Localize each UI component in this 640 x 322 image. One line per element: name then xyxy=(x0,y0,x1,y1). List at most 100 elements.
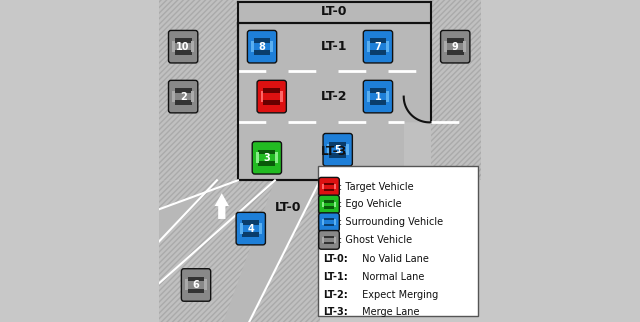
Text: LT-2: LT-2 xyxy=(321,90,348,103)
Polygon shape xyxy=(431,0,481,122)
Bar xyxy=(367,41,370,52)
Text: : Ghost Vehicle: : Ghost Vehicle xyxy=(339,235,412,245)
Text: LT-2:: LT-2: xyxy=(323,289,348,300)
Bar xyxy=(191,41,195,52)
FancyBboxPatch shape xyxy=(168,31,198,63)
Text: 9: 9 xyxy=(452,42,459,52)
Text: Normal Lane: Normal Lane xyxy=(358,272,424,282)
Polygon shape xyxy=(404,122,431,180)
Text: LT-0:: LT-0: xyxy=(323,254,348,264)
Bar xyxy=(238,0,431,180)
Bar xyxy=(175,89,191,93)
Bar xyxy=(369,39,387,43)
Polygon shape xyxy=(159,180,238,322)
Text: 7: 7 xyxy=(374,42,381,52)
Bar xyxy=(259,161,275,166)
Bar xyxy=(263,100,280,105)
Bar xyxy=(329,153,346,158)
Bar xyxy=(323,220,324,225)
Text: : Ego Vehicle: : Ego Vehicle xyxy=(339,199,402,210)
Bar xyxy=(318,166,478,316)
Bar xyxy=(447,39,464,43)
Bar xyxy=(386,41,389,52)
Text: 5: 5 xyxy=(334,145,341,155)
Polygon shape xyxy=(159,0,238,180)
Polygon shape xyxy=(159,180,275,322)
FancyBboxPatch shape xyxy=(319,177,339,196)
Bar xyxy=(334,184,336,189)
Bar xyxy=(323,184,324,189)
Bar xyxy=(324,242,335,244)
Polygon shape xyxy=(214,193,229,219)
Bar xyxy=(324,183,335,185)
Bar xyxy=(324,188,335,191)
Text: 2: 2 xyxy=(180,91,186,102)
Text: LT-1: LT-1 xyxy=(321,40,348,53)
Bar xyxy=(259,223,262,234)
FancyBboxPatch shape xyxy=(440,31,470,63)
Bar xyxy=(175,39,191,43)
Bar xyxy=(188,289,205,293)
Text: 3: 3 xyxy=(264,153,270,163)
Text: LT-1:: LT-1: xyxy=(323,272,348,282)
Text: Expect Merging: Expect Merging xyxy=(358,289,438,300)
Bar xyxy=(369,89,387,93)
Bar xyxy=(334,220,336,225)
Bar xyxy=(334,202,336,207)
Text: LT-3: LT-3 xyxy=(321,145,348,158)
Bar xyxy=(260,91,264,102)
Text: LT-3:: LT-3: xyxy=(323,307,348,317)
Bar xyxy=(386,91,389,102)
FancyBboxPatch shape xyxy=(252,142,282,174)
Bar xyxy=(243,221,259,225)
FancyBboxPatch shape xyxy=(319,195,339,214)
Text: Merge Lane: Merge Lane xyxy=(358,307,419,317)
Bar xyxy=(463,41,467,52)
Bar xyxy=(172,41,175,52)
Bar xyxy=(324,236,335,238)
Bar xyxy=(253,50,271,55)
Bar xyxy=(251,41,254,52)
Text: 4: 4 xyxy=(248,223,254,234)
Bar xyxy=(204,279,207,290)
Bar xyxy=(367,91,370,102)
Bar xyxy=(447,50,464,55)
Bar xyxy=(175,100,191,105)
Text: 6: 6 xyxy=(193,280,200,290)
Text: LT-0: LT-0 xyxy=(275,201,301,214)
FancyBboxPatch shape xyxy=(364,31,392,63)
Bar xyxy=(263,89,280,93)
Bar xyxy=(329,142,346,146)
Text: : Target Vehicle: : Target Vehicle xyxy=(339,182,414,192)
Text: 1: 1 xyxy=(374,91,381,102)
Bar xyxy=(239,223,243,234)
Bar xyxy=(256,152,259,163)
Bar xyxy=(323,237,324,242)
Bar xyxy=(259,150,275,154)
FancyBboxPatch shape xyxy=(168,80,198,113)
Bar xyxy=(275,152,278,163)
Bar xyxy=(172,91,175,102)
Bar xyxy=(243,232,259,237)
Bar xyxy=(324,224,335,226)
Bar xyxy=(369,50,387,55)
Bar xyxy=(324,200,335,203)
Bar xyxy=(324,218,335,221)
Bar xyxy=(323,202,324,207)
Bar xyxy=(334,237,336,242)
Bar xyxy=(175,50,191,55)
Text: 10: 10 xyxy=(177,42,190,52)
Text: : Surrounding Vehicle: : Surrounding Vehicle xyxy=(339,217,444,227)
FancyBboxPatch shape xyxy=(319,231,339,249)
FancyBboxPatch shape xyxy=(323,133,353,166)
Text: LT-0: LT-0 xyxy=(321,5,348,18)
Bar xyxy=(188,277,205,281)
FancyBboxPatch shape xyxy=(248,31,276,63)
Bar xyxy=(326,144,330,155)
Bar xyxy=(191,91,195,102)
Polygon shape xyxy=(159,180,320,322)
FancyBboxPatch shape xyxy=(319,213,339,232)
FancyBboxPatch shape xyxy=(181,269,211,301)
FancyBboxPatch shape xyxy=(364,80,392,113)
Polygon shape xyxy=(249,180,320,322)
